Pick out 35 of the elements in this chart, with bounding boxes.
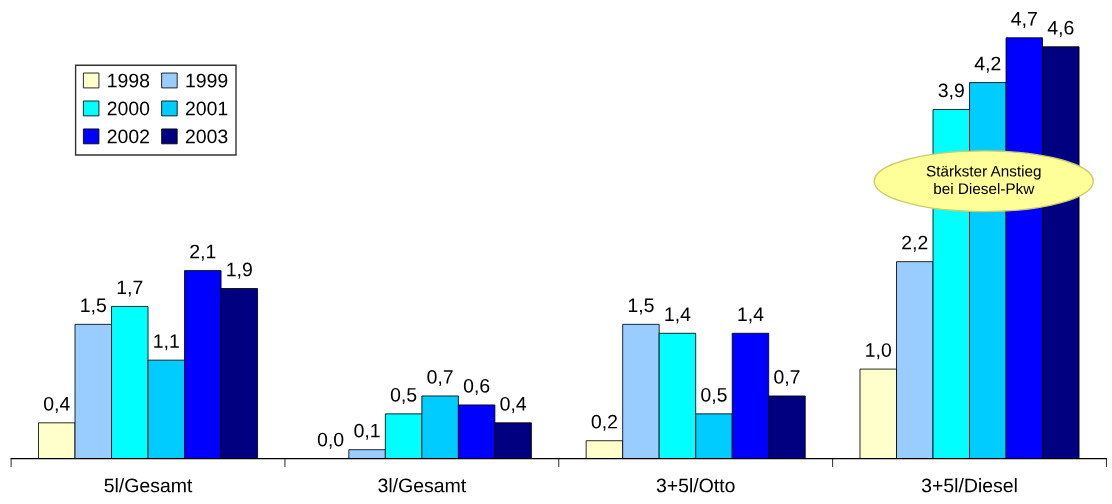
x-tick-label: 3+5l/Otto <box>656 478 735 493</box>
data-label: 1,5 <box>628 298 654 315</box>
data-label: 0,7 <box>774 370 800 387</box>
data-label: 4,6 <box>1047 20 1074 37</box>
data-label: 1,4 <box>665 307 691 324</box>
data-label: 0,7 <box>427 370 453 387</box>
data-label: 0,5 <box>701 387 727 404</box>
data-label: 1,7 <box>117 280 143 297</box>
legend-label: 2000 <box>107 101 150 116</box>
data-label: 3,9 <box>938 83 964 100</box>
data-label: 1,9 <box>227 262 252 279</box>
legend-label: 2003 <box>185 129 228 144</box>
annotation: Stärkster Anstieg bei Diesel-Pkw <box>926 165 1041 195</box>
data-label: 1,1 <box>154 334 179 351</box>
data-label: 0,0 <box>317 432 344 449</box>
data-label: 1,0 <box>866 343 891 360</box>
x-tick-label: 3+5l/Diesel <box>921 478 1017 493</box>
data-label: 4,2 <box>974 56 1001 73</box>
legend-label: 2001 <box>185 101 228 116</box>
data-label: 2,2 <box>902 235 928 252</box>
data-label: 0,6 <box>463 378 490 396</box>
data-label: 0,2 <box>591 414 617 431</box>
data-label: 1,5 <box>81 298 106 315</box>
legend-label: 2002 <box>107 129 149 144</box>
data-label: 1,4 <box>738 307 764 324</box>
data-label: 2,1 <box>190 244 216 261</box>
data-label: 0,4 <box>500 396 527 413</box>
x-tick-label: 3l/Gesamt <box>378 478 467 493</box>
x-tick-label: 5l/Gesamt <box>104 478 193 493</box>
legend-label: 1999 <box>186 73 228 88</box>
data-label: 0,1 <box>354 423 380 440</box>
legend-label: 1998 <box>108 73 150 88</box>
data-label: 4,7 <box>1011 12 1037 28</box>
data-label: 0,5 <box>390 387 417 404</box>
data-label: 0,4 <box>44 396 70 413</box>
